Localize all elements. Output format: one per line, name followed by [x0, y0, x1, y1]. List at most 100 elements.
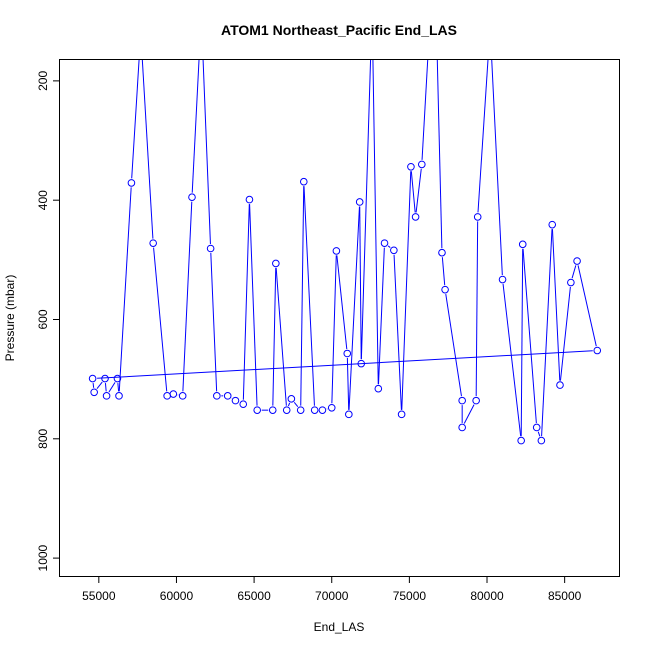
data-point — [169, 390, 178, 398]
chart-title: ATOM1 Northeast_Pacific End_LAS — [221, 22, 457, 38]
x-axis-label: End_LAS — [314, 620, 365, 634]
data-point — [272, 259, 280, 268]
data-point — [345, 410, 353, 419]
y-tick-label: 600 — [36, 309, 50, 329]
data-point — [268, 406, 277, 414]
series-segment — [577, 265, 597, 347]
data-point — [418, 160, 426, 169]
data-point — [149, 239, 157, 247]
series-segment — [463, 404, 475, 424]
series-segment — [210, 252, 218, 392]
plot-frame — [59, 59, 620, 577]
series-segment — [522, 248, 537, 424]
data-point — [407, 162, 415, 171]
series-segment — [421, 60, 429, 160]
x-tick-label: 65000 — [237, 589, 271, 603]
series-segment — [272, 267, 277, 406]
data-point — [548, 220, 557, 229]
x-tick-label: 80000 — [470, 589, 504, 603]
data-point — [438, 248, 446, 257]
y-tick-label: 800 — [36, 428, 50, 448]
data-point — [299, 177, 308, 186]
series-segment — [393, 254, 402, 410]
data-point — [441, 285, 449, 294]
series-segment — [348, 206, 360, 410]
data-point — [90, 388, 98, 397]
y-axis-label: Pressure (mbar) — [3, 275, 17, 362]
series-segment — [378, 247, 385, 385]
data-point — [390, 246, 398, 255]
series-segment — [141, 60, 154, 239]
data-point — [282, 406, 291, 414]
data-point — [369, 6, 376, 13]
data-point — [573, 257, 581, 265]
data-point — [458, 423, 466, 432]
series-segment — [293, 401, 299, 408]
data-point — [223, 392, 232, 400]
data-point — [239, 400, 248, 409]
x-tick-label: 70000 — [315, 589, 349, 603]
series-segment — [303, 186, 315, 406]
series-segment — [346, 357, 350, 410]
data-point — [137, 30, 144, 37]
data-point — [556, 381, 564, 389]
series-segment — [275, 267, 287, 406]
series-segment — [182, 201, 193, 392]
series-segment — [300, 186, 305, 406]
series-segment — [502, 283, 522, 437]
series-segment — [92, 382, 95, 388]
data-point — [537, 436, 546, 445]
data-point — [127, 179, 136, 187]
series-segment — [372, 60, 379, 385]
series-segment — [491, 60, 503, 276]
data-point — [518, 240, 527, 249]
series-segment — [401, 171, 412, 410]
series-segment — [242, 204, 250, 400]
data-point — [498, 275, 507, 284]
data-point — [343, 349, 352, 358]
series-segment — [336, 255, 348, 350]
data-point — [310, 406, 319, 414]
data-point — [253, 406, 262, 414]
data-point — [458, 396, 466, 405]
data-point — [206, 244, 215, 253]
series-segment — [441, 257, 446, 286]
data-point — [213, 392, 221, 400]
data-point — [296, 406, 305, 414]
x-tick-label: 85000 — [548, 589, 582, 603]
data-point — [198, 12, 205, 19]
series-segment — [410, 171, 416, 213]
series-segment — [537, 431, 541, 437]
data-point — [517, 436, 525, 445]
series-segment — [477, 60, 489, 213]
series-lines — [92, 2, 597, 437]
data-point — [245, 195, 254, 204]
series-segment — [559, 286, 571, 381]
data-point — [374, 384, 383, 393]
data-point — [357, 359, 366, 368]
series-segment — [202, 60, 211, 245]
data-point — [163, 392, 171, 400]
data-point — [411, 213, 420, 221]
series-segment — [475, 221, 479, 397]
data-point — [113, 374, 122, 383]
series-segment — [571, 265, 577, 279]
series-segment — [520, 248, 524, 437]
data-point — [432, 0, 439, 1]
data-point — [188, 193, 196, 201]
series-segment — [108, 382, 116, 393]
y-tick-label: 400 — [36, 190, 50, 210]
series-segment — [430, 2, 434, 23]
series-segment — [104, 382, 107, 392]
data-point — [101, 374, 109, 383]
series-segment — [387, 245, 391, 248]
series-segment — [131, 60, 140, 179]
series-segment — [551, 229, 561, 381]
data-point — [332, 247, 341, 255]
y-tick-label: 1000 — [36, 544, 50, 571]
series-segment — [249, 204, 258, 406]
series-segment — [445, 294, 462, 397]
series-segment — [287, 402, 291, 407]
data-point — [472, 396, 480, 405]
series-segment — [541, 229, 553, 437]
